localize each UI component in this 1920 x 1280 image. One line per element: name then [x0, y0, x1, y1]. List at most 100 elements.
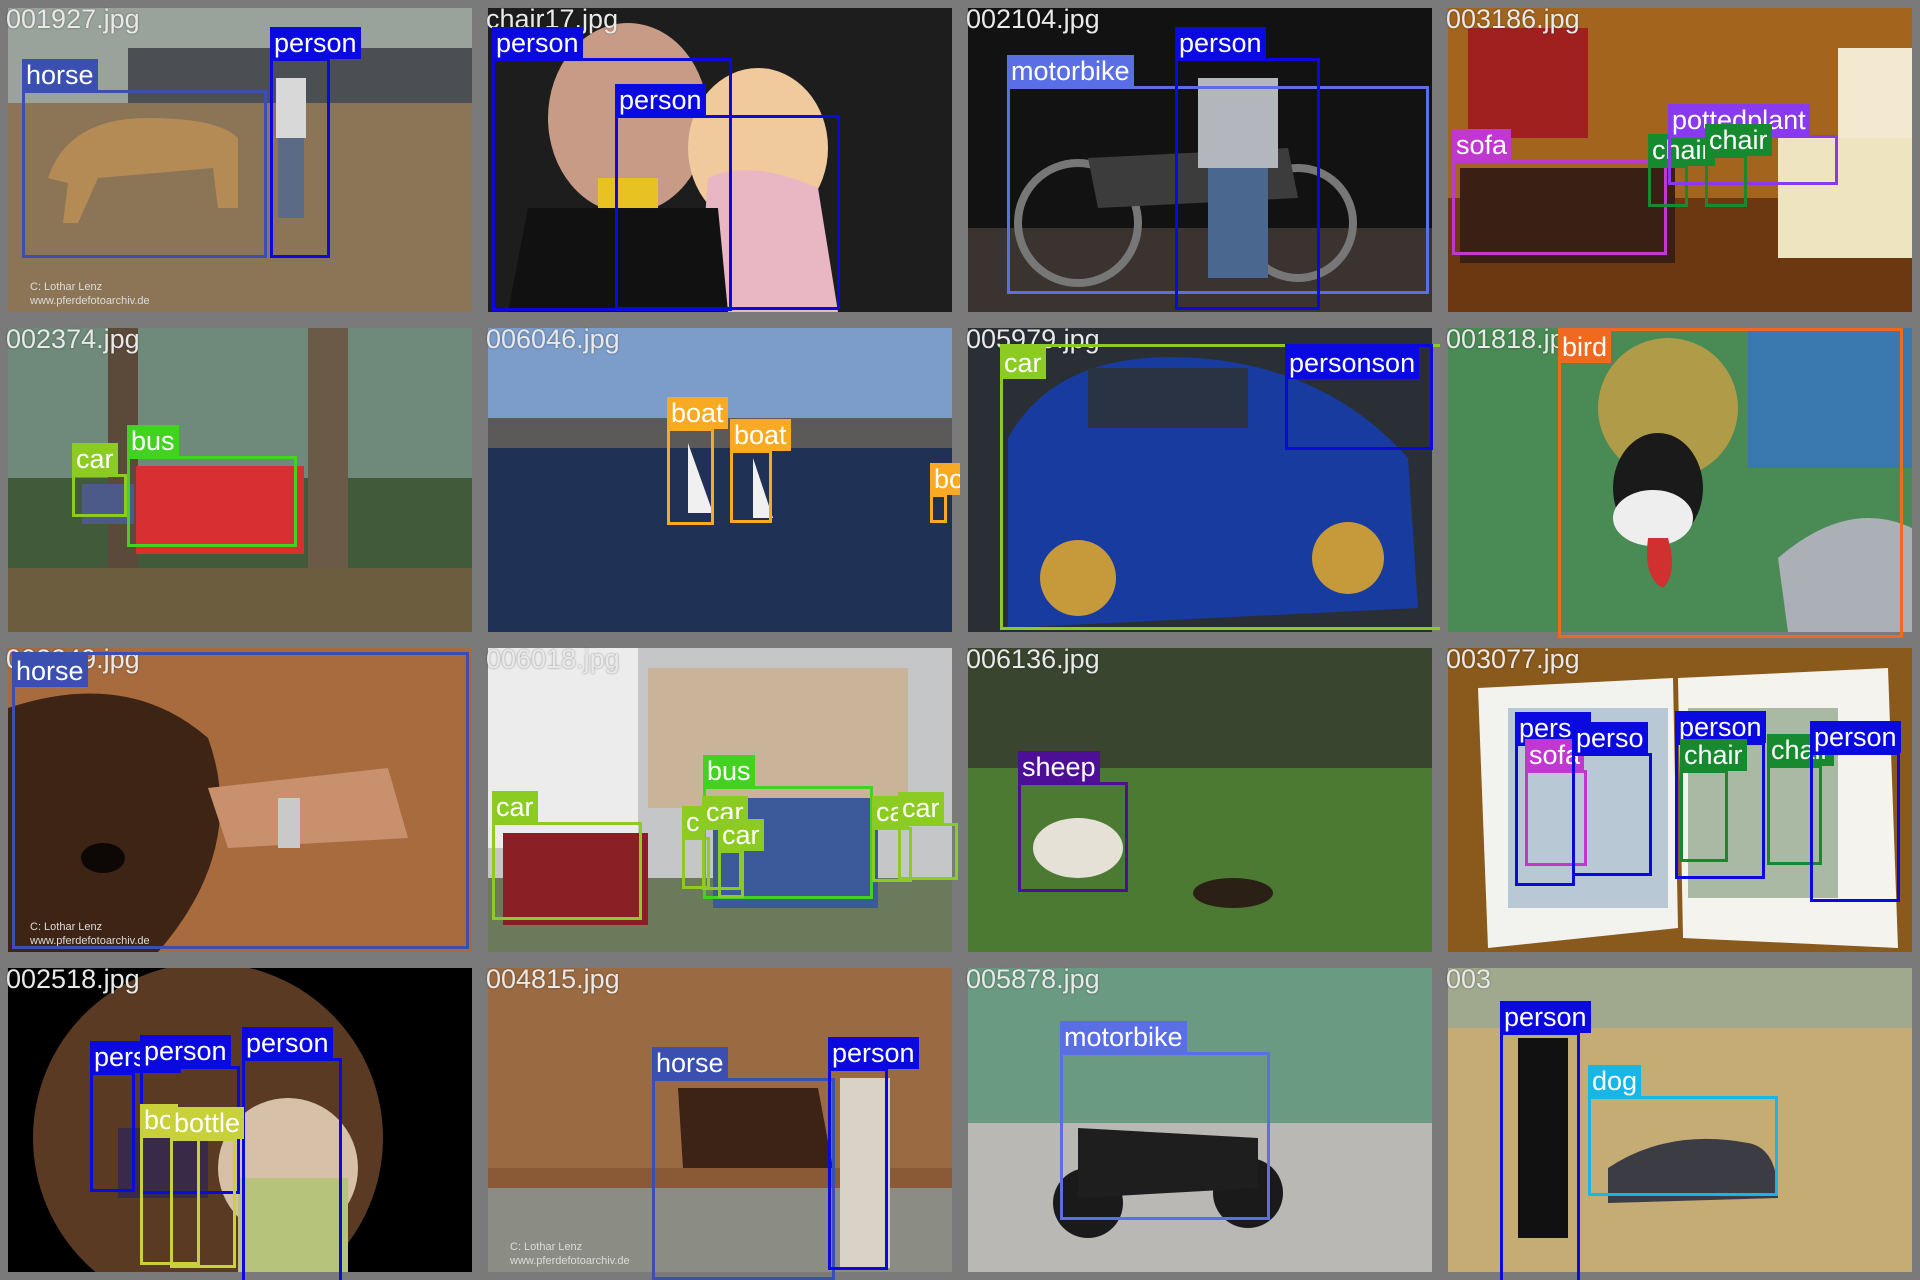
bbox-person: person [270, 27, 361, 258]
bbox-label: chair [1680, 739, 1747, 771]
tile-6: 006046.jpgboatboatboat [480, 320, 960, 640]
bbox-label: person [140, 1035, 231, 1067]
photo [968, 648, 1432, 952]
bbox-label: bottle [170, 1107, 245, 1139]
tile-4: 003186.jpg sofa chair pottedplant chair [1440, 0, 1920, 320]
tile-16: 003 person dog [1440, 960, 1920, 1280]
bbox-label: car [72, 443, 118, 475]
watermark-line-2: www.pferdefotoarchiv.de [30, 295, 150, 307]
bbox-bird: bird [1558, 328, 1903, 638]
filename-label: 002104.jpg [966, 4, 1100, 34]
bbox-label: boat [930, 463, 960, 495]
bbox-horse: horse [652, 1047, 835, 1280]
tile-10: 006018.jpg car bus c car car ca car [480, 640, 960, 960]
tile-15: 005878.jpg motorbike [960, 960, 1440, 1280]
bbox-label: car [1000, 347, 1046, 379]
bbox-label: bus [127, 425, 179, 457]
bbox-person: person [828, 1037, 919, 1270]
filename-label: 002374.jpg [6, 324, 140, 354]
tile-11: 006136.jpg sheep [960, 640, 1440, 960]
bbox-label: car [898, 792, 944, 824]
bbox-person: person [615, 84, 840, 310]
tile-5: 002374.jpg car bus [0, 320, 480, 640]
bbox-label: person [1810, 721, 1901, 753]
tile-14: 004815.jpg C: Lothar Lenz www.pferdefotoar… [480, 960, 960, 1280]
bbox-car: c [682, 806, 710, 889]
photo [1448, 328, 1912, 632]
bbox-label: boat [667, 397, 728, 429]
bbox-car: car [1000, 344, 1440, 630]
watermark-line-1: C: Lothar Lenz [30, 281, 103, 293]
bbox-dog: dog [1588, 1065, 1778, 1196]
watermark: C: Lothar Lenz www.pferdefotoarchiv.de [30, 920, 150, 948]
bbox-motorbike: motorbike [1060, 1021, 1270, 1220]
filename-label: 006046.jpg [486, 324, 620, 354]
filename-label: 006136.jpg [966, 644, 1100, 674]
tile-12: 003077.jpg perso sofa perso person chair chair… [1440, 640, 1920, 960]
filename-label: 003077.jpg [1446, 644, 1580, 674]
watermark-line-1: C: Lothar Lenz [510, 1241, 583, 1253]
bbox-car: car [492, 791, 642, 920]
tile-8: 001818.jpg bird [1440, 320, 1920, 640]
bbox-label: perso [1572, 722, 1648, 754]
bbox-label: sofa [1452, 129, 1512, 161]
bbox-bottle: bottle [170, 1107, 245, 1268]
bbox-horse: horse [22, 59, 267, 258]
bbox-label: person [270, 27, 361, 59]
bbox-label: motorbike [1007, 55, 1134, 87]
filename-label: 004815.jpg [486, 964, 620, 994]
tile-13: 002518.jpg person person person bo bottle [0, 960, 480, 1280]
bbox-label: bird [1558, 331, 1612, 363]
watermark: C: Lothar Lenz www.pferdefotoarchiv.de [510, 1240, 630, 1268]
bbox-label: person [242, 1027, 333, 1059]
bbox-label: car [492, 791, 538, 823]
bbox-label: sheep [1018, 751, 1100, 783]
bbox-chair: chair [1648, 134, 1715, 207]
bbox-label: horse [652, 1047, 728, 1079]
tile-7: 005979.jpg car personson [960, 320, 1440, 640]
bbox-label: chair [1648, 134, 1715, 166]
filename-label: 001927.jpg [6, 4, 140, 34]
bbox-label: person [492, 27, 583, 59]
bbox-person: perso [1572, 722, 1652, 876]
bbox-person: person [90, 1041, 181, 1192]
bbox-horse: horse [12, 652, 469, 949]
bbox-person: person [492, 27, 732, 311]
photo [8, 328, 472, 632]
bbox-label: person [1175, 27, 1266, 59]
watermark-line-2: www.pferdefotoarchiv.de [510, 1255, 630, 1267]
bbox-label: person [1500, 1001, 1591, 1033]
bbox-label: person [1675, 711, 1766, 743]
filename-label: 001818.jpg [1446, 324, 1580, 354]
bbox-label: c [682, 806, 704, 838]
bbox-boat: boat [730, 419, 791, 523]
photo [8, 8, 472, 312]
bbox-chair: chair [1680, 739, 1747, 862]
bbox-motorbike: motorbike [1007, 55, 1429, 294]
bbox-label: chair [1705, 124, 1772, 156]
bbox-label: horse [22, 59, 98, 91]
tile-3: 002104.jpg motorbike person [960, 0, 1440, 320]
bbox-boat: boat [930, 463, 960, 523]
bbox-car: car [72, 443, 127, 517]
bbox-bus: bus [127, 425, 297, 547]
bbox-car: car [898, 792, 958, 880]
photo [488, 328, 952, 632]
bbox-boat: boat [667, 397, 728, 525]
bbox-person: person [242, 1027, 342, 1280]
filename-label: 003 [1446, 964, 1492, 994]
bbox-label: motorbike [1060, 1021, 1187, 1053]
bbox-label: person [828, 1037, 919, 1069]
bbox-label: boat [730, 419, 791, 451]
bbox-label: bus [703, 755, 755, 787]
photo [968, 968, 1432, 1272]
bbox-label: car [718, 819, 764, 851]
photo [8, 648, 472, 952]
watermark-line-2: www.pferdefotoarchiv.de [30, 935, 150, 947]
bbox-person: person [1175, 27, 1320, 310]
bbox-car: car [718, 819, 764, 898]
bbox-label: personson [1285, 347, 1420, 379]
filename-label: 002518.jpg [6, 964, 140, 994]
filename-label: 003186.jpg [1446, 4, 1580, 34]
